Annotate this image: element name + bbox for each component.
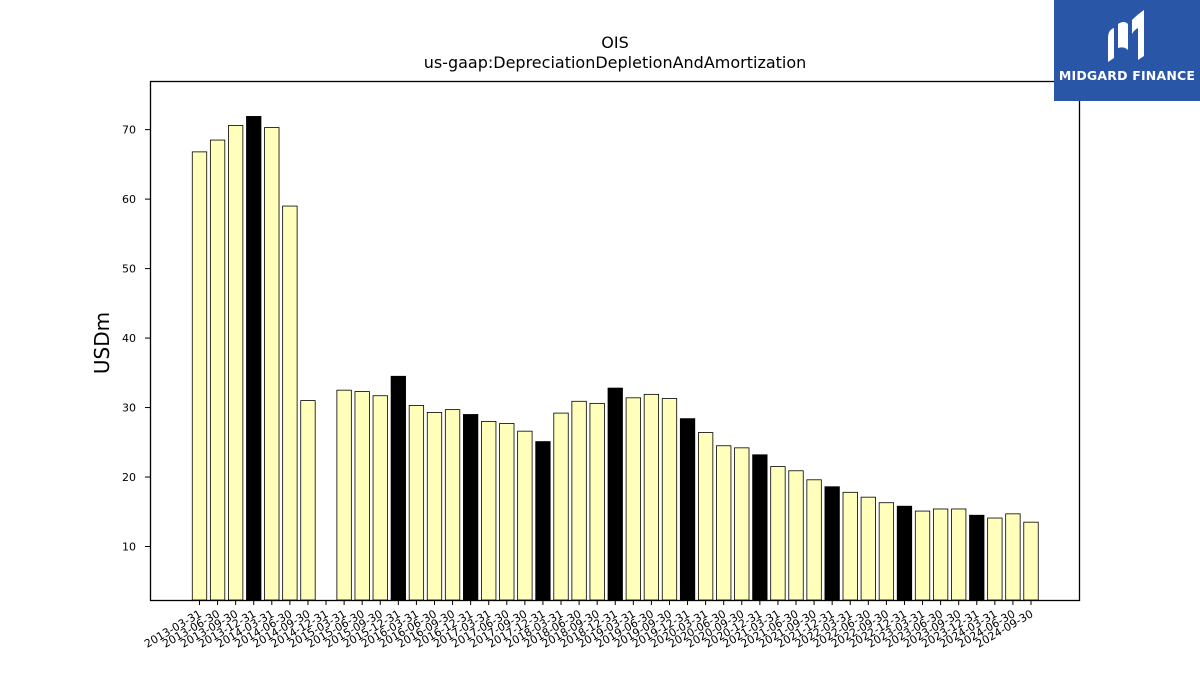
bar-2014-06-30 bbox=[282, 205, 298, 601]
bar-2017-12-31 bbox=[535, 441, 551, 601]
bar-2014-03-31 bbox=[264, 127, 280, 601]
bar-2016-12-31 bbox=[463, 414, 479, 601]
bar-2018-09-30 bbox=[589, 402, 605, 601]
bar-2016-09-30 bbox=[444, 409, 461, 601]
bar-2019-06-30 bbox=[643, 393, 660, 601]
y-axis: 10 20 30 40 50 60 70 bbox=[122, 124, 150, 554]
y-tick-label: 20 bbox=[122, 471, 136, 484]
bar-2016-03-31 bbox=[408, 405, 425, 601]
x-axis: 2013-03-312013-06-302013-09-302013-12-31… bbox=[142, 600, 1036, 651]
bar-2016-06-30 bbox=[426, 412, 443, 601]
logo-mark-icon bbox=[1108, 10, 1144, 62]
y-tick-label: 70 bbox=[122, 124, 136, 137]
chart-title: OIS bbox=[601, 33, 628, 52]
brand-logo: MIDGARD FINANCE bbox=[1054, 0, 1200, 101]
plot-frame bbox=[149, 80, 1081, 602]
bar-2013-06-30 bbox=[209, 139, 226, 601]
y-tick-label: 60 bbox=[122, 193, 136, 206]
bar-2015-12-31 bbox=[390, 375, 406, 601]
bar-2023-09-30 bbox=[951, 508, 967, 601]
bar-2021-06-30 bbox=[788, 470, 804, 601]
bar-2020-12-31 bbox=[752, 454, 768, 601]
bar-2014-09-30 bbox=[300, 400, 316, 601]
bar-2015-06-30 bbox=[354, 391, 370, 601]
bar-2024-03-31 bbox=[987, 517, 1003, 601]
bar-2018-12-31 bbox=[607, 387, 623, 601]
bar-2013-03-31 bbox=[191, 151, 208, 601]
bar-2017-09-30 bbox=[517, 430, 533, 601]
bar-2020-03-31 bbox=[698, 432, 714, 601]
bar-2019-03-31 bbox=[625, 397, 641, 601]
chart-subtitle: us-gaap:DepreciationDepletionAndAmortiza… bbox=[424, 53, 807, 72]
bar-2022-09-30 bbox=[878, 502, 895, 601]
bar-2021-09-30 bbox=[806, 479, 822, 601]
y-tick-label: 50 bbox=[122, 263, 136, 276]
bar-2015-03-31 bbox=[336, 389, 352, 601]
bar-2018-03-31 bbox=[553, 412, 569, 601]
bar-2024-06-30 bbox=[1005, 513, 1021, 601]
bar-2024-09-30 bbox=[1023, 521, 1039, 601]
logo-text: MIDGARD FINANCE bbox=[1058, 68, 1196, 83]
bar-2022-06-30 bbox=[860, 496, 876, 601]
bar-2018-06-30 bbox=[571, 400, 587, 601]
bar-2017-03-31 bbox=[481, 421, 497, 601]
bar-2019-09-30 bbox=[661, 398, 678, 601]
y-axis-label: USDm bbox=[90, 312, 114, 374]
y-tick-label: 40 bbox=[122, 332, 136, 345]
bar-2021-12-31 bbox=[824, 486, 840, 601]
bar-2023-03-31 bbox=[914, 510, 931, 601]
bar-2015-09-30 bbox=[372, 395, 388, 601]
bar-2021-03-31 bbox=[770, 466, 786, 601]
bar-2022-12-31 bbox=[896, 505, 913, 601]
bar-2022-03-31 bbox=[842, 491, 858, 601]
bar-2023-06-30 bbox=[932, 508, 949, 601]
bars-group bbox=[191, 116, 1039, 601]
bar-2013-12-31 bbox=[246, 116, 262, 601]
bar-2020-09-30 bbox=[734, 447, 750, 601]
bar-2020-06-30 bbox=[716, 445, 732, 601]
bar-2023-12-31 bbox=[969, 514, 985, 601]
bar-2017-06-30 bbox=[499, 423, 515, 601]
bar-2013-09-30 bbox=[228, 125, 244, 601]
y-tick-label: 10 bbox=[122, 541, 136, 554]
y-tick-label: 30 bbox=[122, 402, 136, 415]
bar-2019-12-31 bbox=[679, 418, 696, 601]
